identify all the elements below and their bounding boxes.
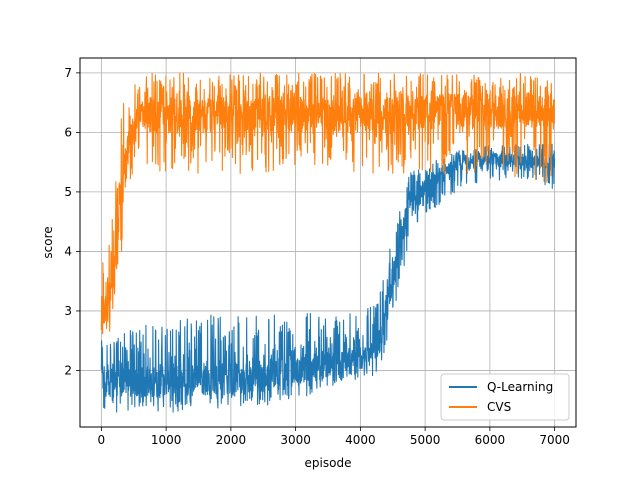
y-tick-label: 4 (64, 244, 72, 258)
series-layer (100, 72, 556, 413)
y-tick-label: 7 (64, 66, 72, 80)
series-line-q-learning (100, 143, 556, 413)
legend-label: Q-Learning (487, 380, 553, 394)
y-tick-label: 2 (64, 363, 72, 377)
x-tick-label: 3000 (280, 433, 311, 447)
y-axis-ticks: 2 3 4 5 6 7 (64, 66, 80, 377)
series-line-cvs (100, 72, 556, 335)
x-tick-label: 5000 (410, 433, 441, 447)
plot-frame (79, 57, 577, 428)
x-axis-label: episode (305, 456, 352, 470)
legend-label: CVS (487, 400, 511, 414)
y-tick-label: 6 (64, 125, 72, 139)
x-tick-label: 7000 (539, 433, 570, 447)
legend: Q-Learning CVS (440, 373, 570, 421)
x-tick-label: 2000 (216, 433, 247, 447)
x-tick-label: 4000 (345, 433, 376, 447)
x-tick-label: 1000 (151, 433, 182, 447)
y-tick-label: 5 (64, 185, 72, 199)
y-axis-label: score (41, 226, 55, 258)
legend-box (440, 373, 570, 421)
y-tick-label: 3 (64, 304, 72, 318)
x-tick-label: 0 (98, 433, 106, 447)
x-tick-label: 6000 (475, 433, 506, 447)
x-axis-ticks: 0 1000 2000 3000 4000 5000 6000 7000 (98, 427, 570, 447)
